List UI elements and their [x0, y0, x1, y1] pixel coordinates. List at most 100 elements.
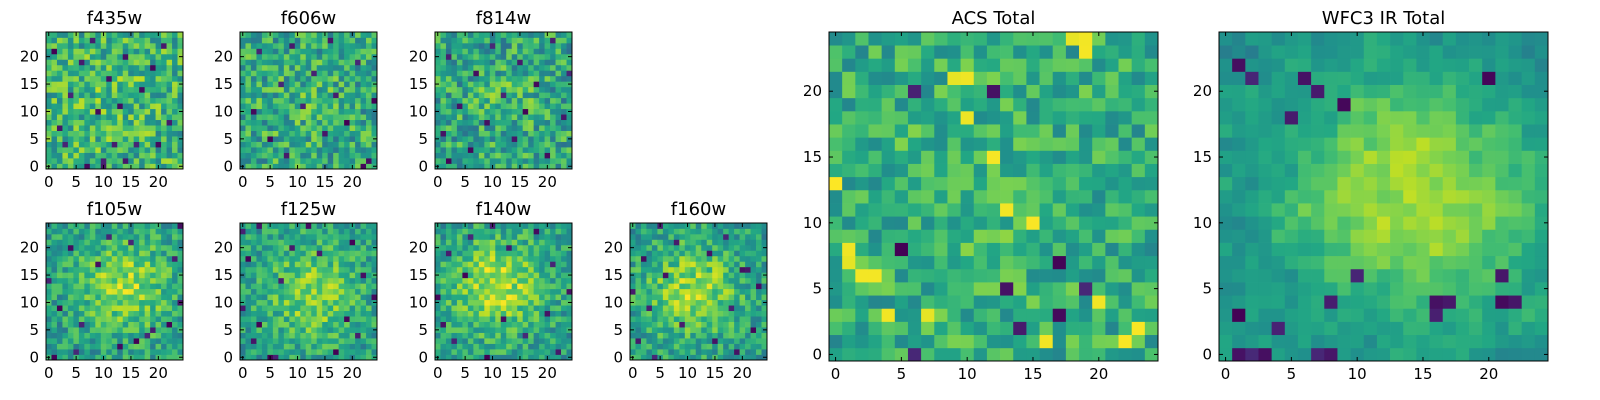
heatmap-cell — [751, 261, 757, 267]
heatmap-cell — [350, 327, 356, 333]
heatmap-cell — [512, 311, 518, 317]
heatmap-cell — [539, 316, 545, 322]
heatmap-cell — [267, 261, 273, 267]
heatmap-cell — [646, 322, 652, 328]
heatmap-cell — [262, 300, 268, 306]
heatmap-cell — [446, 147, 452, 153]
heatmap-cell — [112, 289, 118, 295]
heatmap-cell — [145, 158, 151, 164]
heatmap-cell — [987, 203, 1001, 217]
heatmap-cell — [473, 300, 479, 306]
heatmap-cell — [178, 153, 184, 159]
heatmap-cell — [534, 245, 540, 251]
heatmap-cell — [528, 322, 534, 328]
heatmap-cell — [156, 289, 162, 295]
heatmap-cell — [339, 234, 345, 240]
heatmap-cell — [300, 278, 306, 284]
heatmap-cell — [473, 125, 479, 131]
heatmap-cell — [745, 228, 751, 234]
heatmap-cell — [762, 333, 768, 339]
heatmap-cell — [630, 311, 636, 317]
heatmap-cell — [668, 349, 674, 355]
heatmap-cell — [756, 300, 762, 306]
heatmap-cell — [300, 37, 306, 43]
heatmap-cell — [167, 355, 173, 361]
heatmap-cell — [668, 333, 674, 339]
heatmap-cell — [556, 338, 562, 344]
heatmap-cell — [161, 228, 167, 234]
heatmap-cell — [663, 327, 669, 333]
heatmap-cell — [756, 250, 762, 256]
heatmap-cell — [1066, 177, 1080, 191]
heatmap-cell — [745, 250, 751, 256]
heatmap-cell — [550, 98, 556, 104]
heatmap-cell — [295, 234, 301, 240]
heatmap-cell — [479, 131, 485, 137]
heatmap-cell — [322, 333, 328, 339]
heatmap-cell — [278, 65, 284, 71]
heatmap-cell — [674, 344, 680, 350]
heatmap-cell — [322, 344, 328, 350]
heatmap-cell — [451, 81, 457, 87]
heatmap-cell — [156, 98, 162, 104]
heatmap-cell — [245, 43, 251, 49]
heatmap-cell — [161, 272, 167, 278]
x-tick-label: 15 — [121, 364, 140, 382]
heatmap-cell — [84, 92, 90, 98]
heatmap-cell — [490, 98, 496, 104]
heatmap-cell — [479, 261, 485, 267]
heatmap-cell — [150, 37, 156, 43]
heatmap-cell — [490, 120, 496, 126]
heatmap-cell — [490, 43, 496, 49]
heatmap-cell — [172, 261, 178, 267]
heatmap-cell — [322, 131, 328, 137]
heatmap-cell — [701, 278, 707, 284]
heatmap-cell — [366, 338, 372, 344]
heatmap-cell — [641, 234, 647, 240]
heatmap-cell — [62, 37, 68, 43]
heatmap-cell — [451, 283, 457, 289]
heatmap-cell — [751, 223, 757, 229]
heatmap-cell — [284, 223, 290, 229]
heatmap-cell — [479, 142, 485, 148]
heatmap-cell — [1105, 308, 1119, 322]
heatmap-cell — [701, 305, 707, 311]
heatmap-cell — [333, 142, 339, 148]
heatmap-cell — [1132, 348, 1146, 362]
heatmap-cell — [545, 338, 551, 344]
heatmap-cell — [701, 322, 707, 328]
heatmap-cell — [128, 256, 134, 262]
heatmap-cell — [295, 142, 301, 148]
heatmap-cell — [451, 48, 457, 54]
heatmap-cell — [685, 228, 691, 234]
heatmap-cell — [306, 125, 312, 131]
heatmap-cell — [328, 147, 334, 153]
heatmap-cell — [344, 239, 350, 245]
heatmap-cell — [251, 43, 257, 49]
heatmap-cell — [366, 59, 372, 65]
heatmap-cell — [167, 32, 173, 38]
heatmap-cell — [740, 267, 746, 273]
heatmap-cell — [506, 239, 512, 245]
heatmap-cell — [490, 109, 496, 115]
heatmap-cell — [707, 228, 713, 234]
heatmap-cell — [106, 136, 112, 142]
heatmap-cell — [435, 239, 441, 245]
heatmap-cell — [95, 164, 101, 170]
heatmap-cell — [1145, 256, 1159, 270]
heatmap-cell — [635, 267, 641, 273]
heatmap-cell — [62, 120, 68, 126]
heatmap-cell — [567, 147, 573, 153]
heatmap-cell — [679, 294, 685, 300]
heatmap-cell — [73, 125, 79, 131]
heatmap-cell — [1132, 203, 1146, 217]
heatmap-cell — [317, 305, 323, 311]
heatmap-cell — [84, 54, 90, 60]
heatmap-cell — [84, 278, 90, 284]
heatmap-cell — [366, 355, 372, 361]
heatmap-cell — [333, 311, 339, 317]
heatmap-cell — [479, 289, 485, 295]
heatmap-cell — [679, 322, 685, 328]
heatmap-cell — [161, 125, 167, 131]
heatmap-cell — [479, 300, 485, 306]
